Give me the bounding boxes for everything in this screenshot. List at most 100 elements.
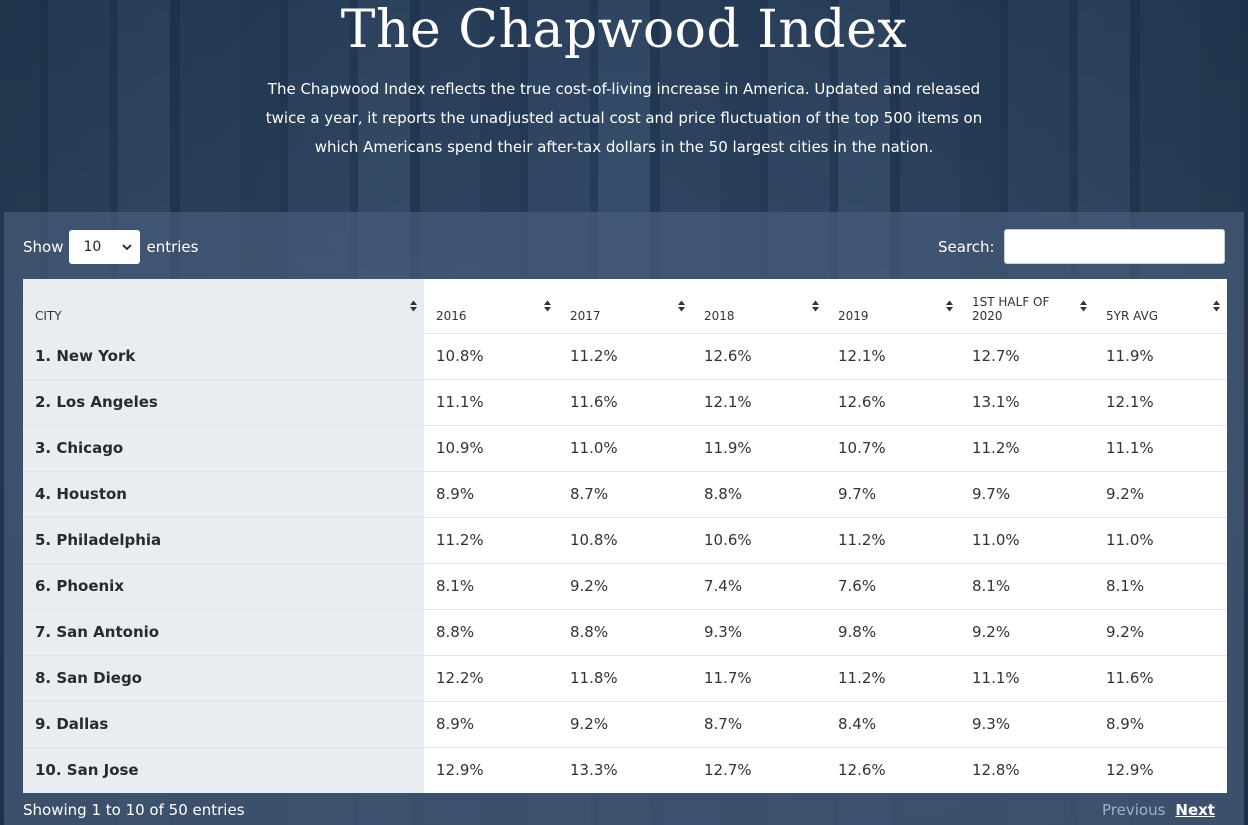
next-page-button[interactable]: Next: [1175, 801, 1215, 819]
value-cell: 13.3%: [558, 746, 692, 793]
column-header-label: 2016: [436, 308, 467, 323]
sort-arrows-icon: [812, 300, 819, 312]
table-row: 6. Phoenix 8.1% 9.2% 7.4% 7.6% 8.1% 8.1%: [23, 562, 1227, 609]
value-cell: 11.6%: [558, 378, 692, 425]
column-header-1[interactable]: 2016: [424, 279, 558, 334]
value-cell: 8.1%: [1094, 562, 1227, 609]
value-cell: 12.9%: [424, 746, 558, 793]
column-header-label: 2017: [570, 308, 601, 323]
table-row: 9. Dallas 8.9% 9.2% 8.7% 8.4% 9.3% 8.9%: [23, 700, 1227, 747]
page-title: The Chapwood Index: [340, 0, 908, 60]
value-cell: 11.1%: [424, 378, 558, 425]
city-cell: 7. San Antonio: [23, 608, 424, 655]
column-header-5[interactable]: 1ST HALF OF 2020: [960, 279, 1094, 334]
pagination: Previous Next: [1102, 801, 1215, 819]
sort-arrows-icon: [1213, 300, 1220, 312]
column-header-label: CITY: [35, 308, 62, 323]
entries-length-value: 10: [83, 238, 102, 255]
column-header-3[interactable]: 2018: [692, 279, 826, 334]
value-cell: 10.9%: [424, 424, 558, 471]
entries-label: entries: [146, 237, 199, 256]
search-label: Search:: [938, 237, 995, 256]
value-cell: 12.6%: [826, 746, 960, 793]
value-cell: 9.3%: [692, 608, 826, 655]
value-cell: 11.2%: [570, 347, 618, 365]
value-cell: 8.7%: [692, 700, 826, 747]
value-cell: 11.2%: [960, 424, 1094, 471]
column-header-6[interactable]: 5YR AVG: [1094, 279, 1227, 334]
search-control: Search:: [938, 229, 1225, 264]
value-cell: 8.1%: [960, 562, 1094, 609]
data-table: CITY 2016 2017 2018 2019 1ST HALF OF 2020 5YR …: [23, 279, 1227, 793]
table-row: 7. San Antonio 8.8% 8.8% 9.3% 9.8% 9.2% 9.2%: [23, 608, 1227, 655]
page-description: The Chapwood Index reflects the true cos…: [265, 80, 983, 156]
table-row: 10. San Jose 12.9% 13.3% 12.7% 12.6% 12.8% 12.…: [23, 746, 1227, 793]
value-cell: 9.2%: [558, 562, 692, 609]
value-cell: 12.7%: [692, 746, 826, 793]
show-label: Show: [23, 237, 64, 256]
value-cell: 11.1%: [1094, 424, 1227, 471]
value-cell: 11.0%: [960, 516, 1094, 563]
value-cell: 12.9%: [1094, 746, 1227, 793]
table-row: 5. Philadelphia 11.2% 10.8% 10.6% 11.2% 11.0%…: [23, 516, 1227, 563]
table-row: 3. Chicago 10.9% 11.0% 11.9% 10.7% 11.2% 11.1%: [23, 424, 1227, 471]
value-cell: 11.9%: [692, 424, 826, 471]
value-cell: 12.6%: [826, 378, 960, 425]
search-input[interactable]: [1003, 229, 1225, 264]
sort-arrows-icon: [544, 300, 551, 312]
value-cell: 7.4%: [692, 562, 826, 609]
value-cell: 11.2%: [826, 654, 960, 701]
value-cell: 11.2%: [424, 516, 558, 563]
value-cell: 12.1%: [692, 378, 826, 425]
table-row: 8. San Diego 12.2% 11.8% 11.7% 11.2% 11.1% 11.…: [23, 654, 1227, 701]
city-cell: 5. Philadelphia: [23, 516, 424, 563]
column-header-2[interactable]: 2017: [558, 279, 692, 334]
value-cell: 9.7%: [960, 470, 1094, 517]
value-cell: 8.9%: [424, 700, 558, 747]
value-cell: 11.9%: [1106, 347, 1154, 365]
value-cell: 8.9%: [1094, 700, 1227, 747]
city-cell: 1. New York: [23, 333, 424, 379]
value-cell: 9.2%: [1094, 608, 1227, 655]
value-cell: 9.2%: [960, 608, 1094, 655]
value-cell: 9.2%: [1094, 470, 1227, 517]
value-cell: 10.8%: [436, 347, 484, 365]
value-cell: 12.8%: [960, 746, 1094, 793]
column-header-4[interactable]: 2019: [826, 279, 960, 334]
value-cell: 10.7%: [826, 424, 960, 471]
city-cell: 2. Los Angeles: [23, 378, 424, 425]
value-cell: 11.8%: [558, 654, 692, 701]
data-table-wrapper: CITY 2016 2017 2018 2019 1ST HALF OF 2020 5YR …: [23, 279, 1227, 793]
column-header-label: 2018: [704, 308, 735, 323]
value-cell: 8.8%: [424, 608, 558, 655]
value-cell: 11.0%: [1094, 516, 1227, 563]
value-cell: 8.4%: [826, 700, 960, 747]
value-cell: 11.2%: [826, 516, 960, 563]
entries-length-select[interactable]: 10: [69, 229, 141, 264]
value-cell: 12.1%: [1094, 378, 1227, 425]
column-header-label: 1ST HALF OF 2020: [972, 294, 1050, 323]
previous-page-button[interactable]: Previous: [1102, 801, 1166, 819]
table-row: 4. Houston 8.9% 8.7% 8.8% 9.7% 9.7% 9.2%: [23, 470, 1227, 517]
column-header-0[interactable]: CITY: [23, 279, 424, 334]
table-body: 1. New York 10.8% 11.2% 12.6% 12.1% 12.7% 11.9…: [23, 333, 1227, 793]
chevron-down-icon: [122, 243, 133, 250]
value-cell: 8.8%: [558, 608, 692, 655]
city-cell: 4. Houston: [23, 470, 424, 517]
city-cell: 3. Chicago: [23, 424, 424, 471]
column-header-label: 2019: [838, 308, 869, 323]
value-cell: 9.7%: [826, 470, 960, 517]
table-row: 1. New York 10.8% 11.2% 12.6% 12.1% 12.7% 11.9…: [23, 333, 1227, 379]
city-cell: 9. Dallas: [23, 700, 424, 747]
value-cell: 12.7%: [972, 347, 1020, 365]
value-cell: 11.6%: [1094, 654, 1227, 701]
sort-arrows-icon: [678, 300, 685, 312]
value-cell: 9.3%: [960, 700, 1094, 747]
sort-arrows-icon: [1080, 300, 1087, 312]
value-cell: 12.6%: [704, 347, 752, 365]
column-header-label: 5YR AVG: [1106, 308, 1159, 323]
sort-arrows-icon: [946, 300, 953, 312]
value-cell: 9.8%: [826, 608, 960, 655]
table-row: 2. Los Angeles 11.1% 11.6% 12.1% 12.6% 13.1% 1…: [23, 378, 1227, 425]
value-cell: 12.1%: [838, 347, 886, 365]
